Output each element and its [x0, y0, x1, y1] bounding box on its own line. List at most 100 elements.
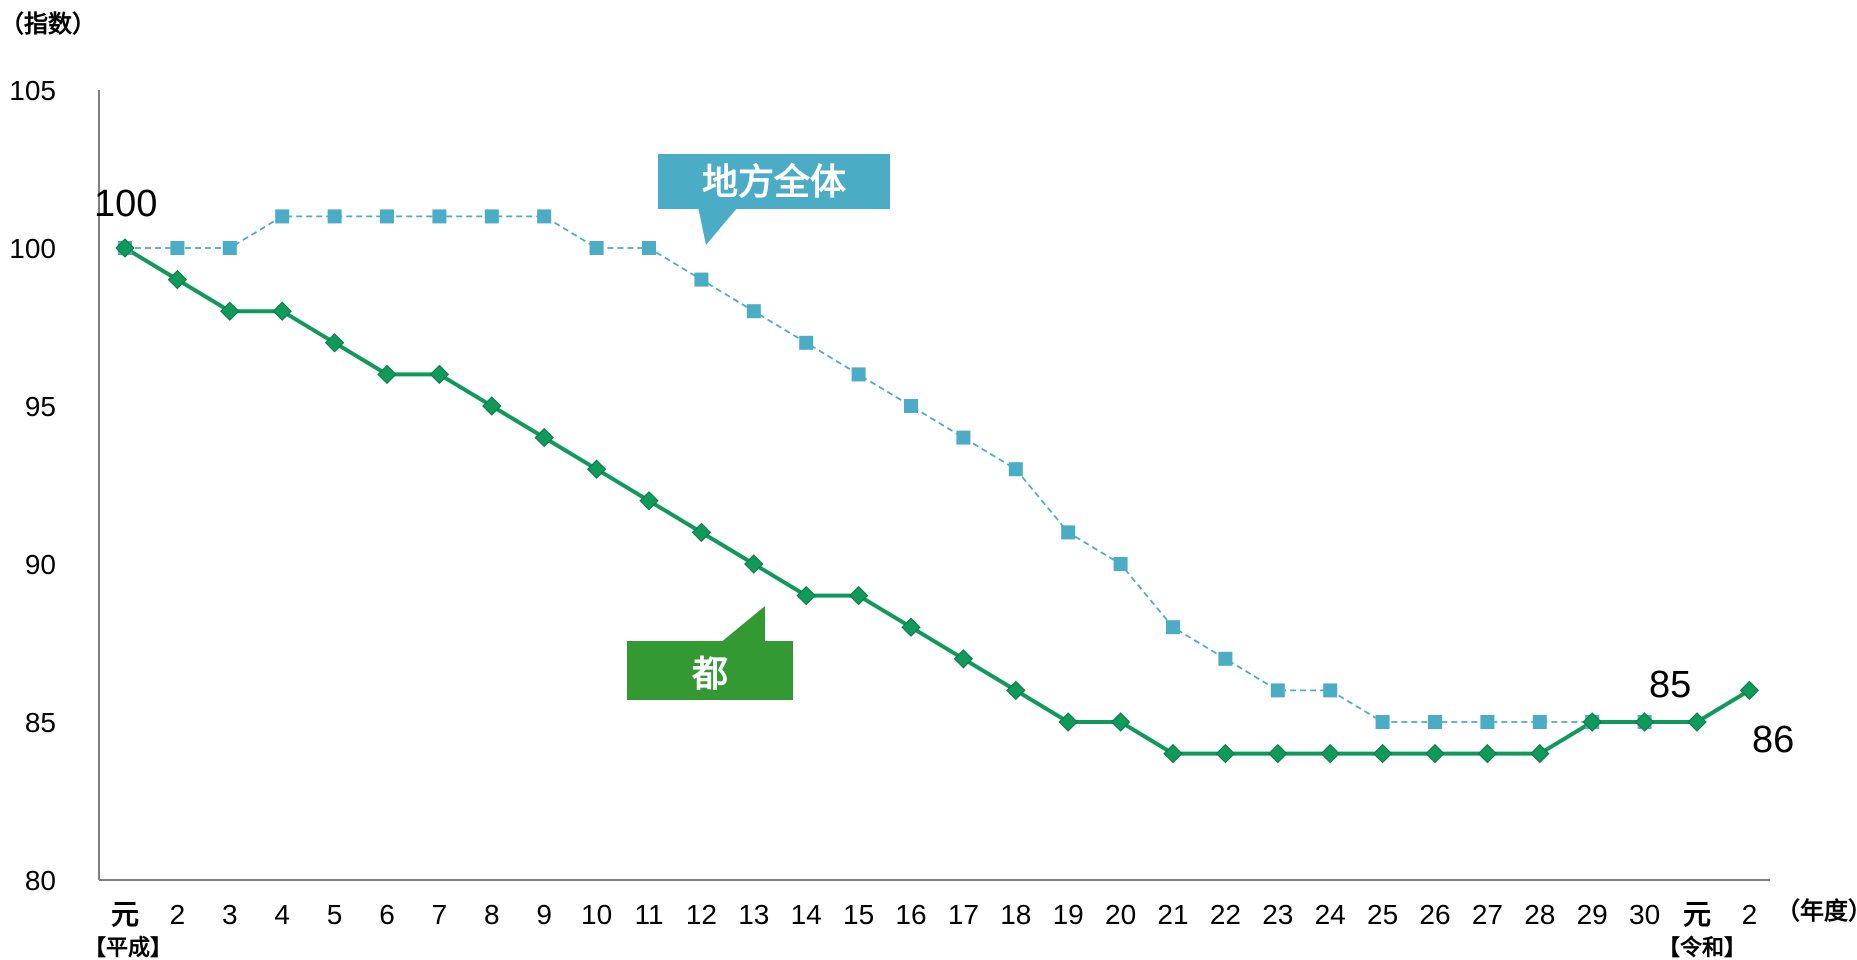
x-tick-label: 26 — [1419, 899, 1450, 930]
data-point — [956, 430, 971, 445]
data-point — [1372, 743, 1393, 764]
data-point — [1582, 712, 1602, 732]
data-point — [484, 209, 499, 224]
x-tick-label: 8 — [484, 899, 500, 930]
x-tick-label: 2 — [170, 899, 186, 930]
x-tick-label: 23 — [1262, 899, 1293, 930]
data-point — [1166, 620, 1180, 635]
era-label-heisei: 【平成】 — [84, 936, 172, 960]
x-tick-label: 4 — [274, 899, 290, 930]
x-tick-label: 27 — [1472, 899, 1503, 930]
data-label-start: 100 — [94, 183, 157, 225]
data-point — [1320, 743, 1340, 764]
data-point — [744, 554, 764, 574]
x-tick-label: 21 — [1157, 899, 1188, 930]
callout-to-pointer — [720, 606, 765, 643]
series-line — [125, 215, 1645, 723]
callout-chiho: 地方全体 — [658, 154, 890, 245]
y-tick-label: 85 — [25, 707, 56, 738]
data-point — [377, 364, 397, 385]
callout-chiho-box — [658, 154, 890, 209]
data-point — [796, 585, 816, 606]
x-tick-label: 19 — [1053, 899, 1084, 930]
data-point — [1058, 712, 1078, 732]
data-point — [272, 301, 292, 321]
data-point — [115, 238, 135, 258]
data-point — [1006, 680, 1026, 701]
data-point — [1428, 715, 1442, 729]
series-line — [123, 246, 1751, 756]
data-point — [1113, 557, 1128, 571]
data-point — [1739, 680, 1760, 701]
data-point — [851, 367, 866, 382]
data-point — [482, 396, 502, 416]
data-point — [167, 269, 188, 290]
data-point — [1163, 743, 1183, 764]
data-point — [1270, 683, 1285, 698]
data-point — [429, 364, 450, 385]
data-point — [1425, 743, 1445, 764]
data-label-to-end: 86 — [1752, 719, 1794, 761]
callout-to-label: 都 — [691, 654, 728, 695]
data-point — [1480, 715, 1495, 729]
x-axis-unit-label: （年度） — [1776, 897, 1857, 925]
data-point — [1323, 683, 1338, 698]
x-tick-label: 28 — [1524, 899, 1555, 930]
x-tick-label: 24 — [1315, 899, 1346, 930]
data-point — [324, 333, 345, 353]
data-point — [691, 522, 712, 543]
y-axis-unit-label: （指数） — [0, 10, 96, 38]
y-tick-label: 90 — [25, 549, 56, 580]
data-point — [953, 649, 974, 669]
x-tick-label: 18 — [1000, 899, 1031, 930]
x-tick-label: 30 — [1629, 899, 1660, 930]
x-tick-label: 29 — [1577, 899, 1608, 930]
x-tick-label: 25 — [1367, 899, 1398, 930]
data-point — [1532, 715, 1547, 729]
data-point — [170, 241, 185, 255]
x-tick-label: 10 — [581, 899, 612, 930]
data-point — [1215, 743, 1236, 764]
data-point — [537, 209, 552, 224]
data-point — [799, 335, 814, 350]
y-tick-label: 100 — [9, 233, 56, 264]
data-point — [1061, 525, 1076, 540]
x-tick-label: 元 — [1683, 899, 1711, 930]
data-point — [432, 209, 447, 224]
y-tick-label: 105 — [9, 75, 56, 106]
data-point — [848, 585, 869, 606]
data-point — [275, 209, 290, 224]
data-point — [746, 304, 761, 319]
callout-chiho-label: 地方全体 — [702, 161, 846, 203]
x-tick-label: 12 — [686, 899, 717, 930]
data-point — [1687, 712, 1707, 732]
x-tick-label: 元 — [111, 899, 139, 930]
callout-chiho-pointer — [698, 207, 738, 245]
data-label-chiho-end: 85 — [1649, 664, 1691, 706]
x-tick-label: 7 — [432, 899, 448, 930]
data-point — [694, 272, 709, 287]
x-tick-label: 20 — [1105, 899, 1136, 930]
data-point — [1477, 743, 1498, 764]
x-tick-label: 3 — [222, 899, 238, 930]
x-tick-label: 2 — [1742, 899, 1758, 930]
data-point — [1268, 743, 1288, 764]
y-tick-label: 95 — [25, 391, 56, 422]
data-point — [222, 241, 237, 255]
x-tick-label: 5 — [327, 899, 343, 930]
callout-to-box — [627, 641, 793, 700]
data-point — [380, 209, 394, 224]
era-label-reiwa: 【令和】 — [1658, 935, 1746, 960]
y-tick-label: 80 — [25, 865, 56, 896]
callout-to: 都 — [627, 606, 793, 700]
data-point — [586, 459, 607, 479]
x-tick-label: 6 — [379, 899, 395, 930]
x-tick-label: 22 — [1210, 899, 1241, 930]
data-point — [534, 427, 554, 448]
data-point — [220, 301, 240, 321]
data-point — [1634, 712, 1655, 732]
x-tick-label: 11 — [634, 899, 663, 930]
x-tick-label: 9 — [536, 899, 552, 930]
data-point — [1110, 712, 1131, 732]
